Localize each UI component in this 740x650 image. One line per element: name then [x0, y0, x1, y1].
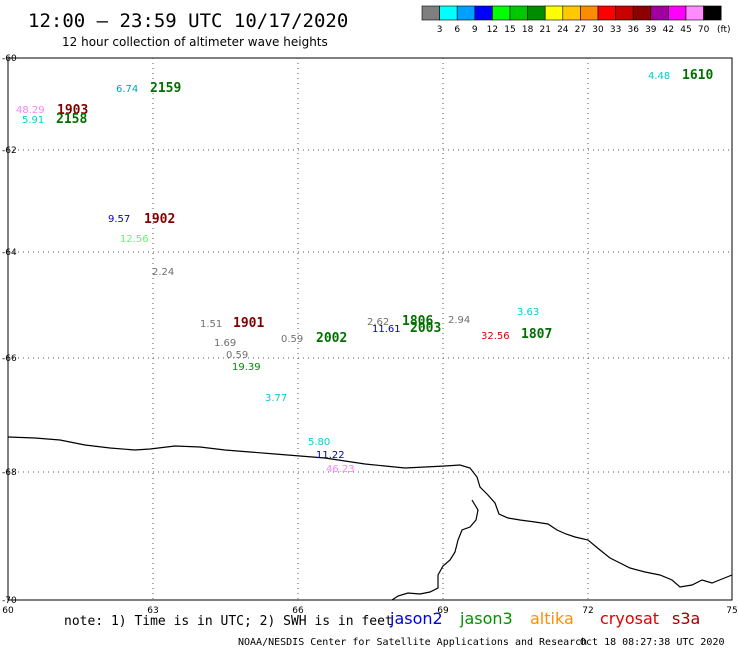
legend-tick-label: 45 — [680, 25, 691, 35]
legend-tick-label: 12 — [487, 25, 498, 35]
plot-frame — [7, 57, 733, 601]
satellite-label-cryosat: cryosat — [600, 609, 659, 628]
observation-height-label: 1.51 — [200, 319, 222, 330]
observation-height-label: 6.74 — [116, 84, 138, 95]
observation-time-label: 1807 — [521, 327, 552, 342]
observation-time-label: 1903 — [57, 103, 88, 118]
graticule — [8, 58, 732, 600]
legend-tick-label: 33 — [610, 25, 621, 35]
legend-tick-label: 3 — [437, 25, 443, 35]
legend-swatch — [650, 5, 669, 21]
legend-swatch — [685, 5, 704, 21]
coastline-inlet — [391, 499, 479, 601]
observation-height-label: 0.59 — [226, 350, 248, 361]
legend-swatch — [580, 5, 599, 21]
satellite-label-jason2: jason2 — [389, 609, 443, 628]
legend-swatch — [456, 5, 476, 21]
legend-swatch — [544, 5, 564, 21]
observation-time-label: 1901 — [233, 316, 264, 331]
satellite-label-s3a: s3a — [672, 609, 700, 628]
legend-tick-label: 21 — [539, 25, 550, 35]
legend-tick-label: 70 — [698, 25, 710, 35]
legend-swatch — [509, 5, 528, 21]
map-subtitle: 12 hour collection of altimeter wave hei… — [62, 35, 328, 49]
observation-height-label: 2.62 — [367, 317, 389, 328]
observation-height-label: 11.61 — [372, 324, 401, 335]
longitude-label: 75 — [726, 606, 737, 616]
latitude-label: -64 — [2, 248, 17, 258]
legend-swatch — [632, 5, 652, 21]
legend-swatch — [615, 5, 634, 21]
latitude-label: -68 — [2, 468, 17, 478]
observation-height-label: 48.29 — [16, 105, 45, 116]
plot-area: 4.48 1610 6.74 2159 48.29 1903 5.91 2158 9.57 190… — [2, 54, 738, 616]
map-title: 12:00 – 23:59 UTC 10/17/2020 — [28, 10, 348, 32]
longitude-label: 66 — [292, 606, 304, 616]
latitude-label: -62 — [2, 146, 17, 156]
legend-swatch — [439, 5, 458, 21]
longitude-label: 72 — [582, 606, 593, 616]
observation-height-label: 9.57 — [108, 214, 130, 225]
legend-swatch — [421, 5, 440, 21]
observation-time-label: 1806 — [402, 314, 433, 329]
legend-tick-label: 6 — [454, 25, 460, 35]
observation-height-label: 2.94 — [448, 315, 470, 326]
legend-tick-label: 36 — [627, 25, 639, 35]
observation-height-label: 2.24 — [152, 267, 174, 278]
observation-time-label: 2003 — [410, 321, 441, 336]
observation-height-label: 3.77 — [265, 393, 287, 404]
observation-height-label: 32.56 — [481, 331, 510, 342]
satellite-legend: jason2 jason3 altika cryosat s3a — [389, 609, 700, 628]
legend-tick-label: 18 — [522, 25, 534, 35]
observation-height-label: 46.23 — [326, 464, 355, 475]
observation-time-label: 1610 — [682, 68, 713, 83]
legend-tick-label: 42 — [663, 25, 674, 35]
observation-height-label: 4.48 — [648, 71, 670, 82]
longitude-label: 69 — [437, 606, 449, 616]
legend-swatch — [474, 5, 493, 21]
legend-swatch — [527, 5, 546, 21]
observation-time-label: 2158 — [56, 112, 87, 127]
legend-swatch — [562, 5, 581, 21]
observation-time-label: 2159 — [150, 81, 181, 96]
legend-tick-label: 9 — [472, 25, 478, 35]
observation-height-label: 5.91 — [22, 115, 44, 126]
observation-height-label: 3.63 — [517, 307, 539, 318]
legend-swatch — [597, 5, 616, 21]
legend-tick-label: 24 — [557, 25, 569, 35]
observation-height-label: 0.59 — [281, 334, 303, 345]
legend-tick-label: 27 — [575, 25, 586, 35]
legend-swatch — [703, 5, 722, 21]
legend-tick-label: 15 — [504, 25, 515, 35]
legend-swatch — [492, 5, 511, 21]
satellite-label-altika: altika — [530, 609, 574, 628]
observation-height-label: 11.22 — [316, 450, 345, 461]
footer-credit: NOAA/NESDIS Center for Satellite Applica… — [238, 637, 587, 648]
observation-height-label: 12.56 — [120, 234, 149, 245]
observation-time-label: 2002 — [316, 331, 347, 346]
latitude-label: -66 — [2, 354, 17, 364]
latitude-label: -70 — [2, 596, 17, 606]
legend-tick-label: 39 — [645, 25, 657, 35]
longitude-label: 63 — [147, 606, 158, 616]
satellite-label-jason3: jason3 — [459, 609, 513, 628]
observation-height-label: 1.69 — [214, 338, 236, 349]
coastline — [7, 436, 733, 588]
footer-timestamp: Oct 18 08:27:38 UTC 2020 — [580, 637, 725, 648]
observation-height-label: 19.39 — [232, 362, 261, 373]
observation-labels: 4.48 1610 6.74 2159 48.29 1903 5.91 2158 9.57 190… — [16, 68, 713, 475]
legend-tick-label: 30 — [592, 25, 604, 35]
longitude-label: 60 — [2, 606, 14, 616]
legend-unit: (ft) — [717, 25, 731, 35]
observation-height-label: 5.80 — [308, 437, 330, 448]
latitude-label: -60 — [2, 54, 17, 64]
legend-swatch — [668, 5, 687, 21]
footer-note: note: 1) Time is in UTC; 2) SWH is in fe… — [64, 614, 393, 629]
observation-time-label: 1902 — [144, 212, 175, 227]
color-legend: 3 6 9 12 15 18 21 24 27 30 33 36 39 42 45 70 — [421, 5, 722, 35]
